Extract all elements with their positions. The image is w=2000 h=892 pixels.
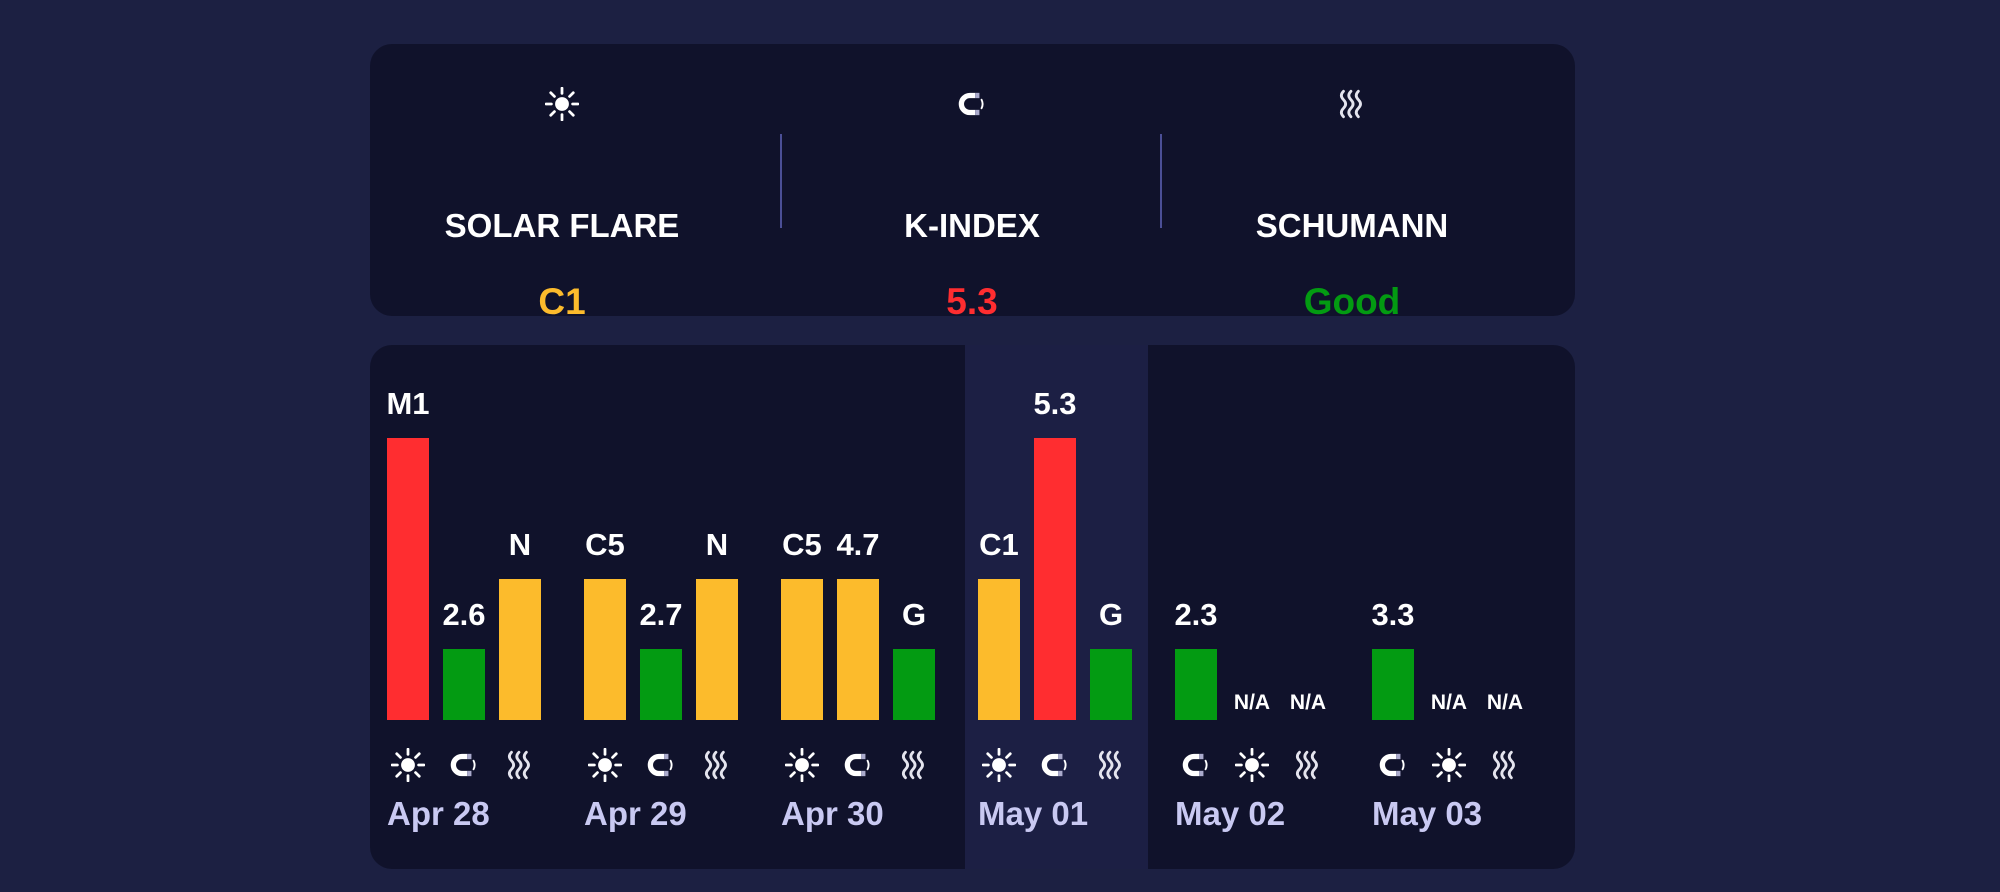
day-date-label[interactable]: May 03 bbox=[1372, 795, 1483, 832]
divider bbox=[1160, 134, 1162, 228]
bar-kindex[interactable] bbox=[837, 579, 879, 720]
bar-kindex[interactable] bbox=[443, 649, 485, 720]
bar-value-label: N bbox=[705, 527, 729, 562]
waves-icon bbox=[1089, 743, 1133, 787]
bar-value-label: C1 bbox=[979, 527, 1019, 562]
bar-value-label: G bbox=[901, 597, 927, 632]
bar-schumann[interactable] bbox=[893, 649, 935, 720]
summary-label: SCHUMANN bbox=[1255, 207, 1449, 244]
sun-icon bbox=[583, 743, 627, 787]
bar-value-label: 5.3 bbox=[1033, 386, 1077, 421]
day-date-label[interactable]: Apr 29 bbox=[584, 795, 687, 832]
magnet-icon bbox=[836, 743, 880, 787]
bar-kindex[interactable] bbox=[1175, 649, 1217, 720]
waves-icon bbox=[498, 743, 542, 787]
summary-value: C1 bbox=[538, 281, 586, 316]
day-date-label[interactable]: May 01 bbox=[978, 795, 1089, 832]
day-date-label[interactable]: Apr 30 bbox=[781, 795, 884, 832]
magnet-icon bbox=[639, 743, 683, 787]
summary-label: K-INDEX bbox=[904, 207, 1040, 244]
history-chart-card: M1 2.6 N Apr 28 C5 2.7 N Apr 29 C5 4.7 G Apr 30 C… bbox=[370, 345, 1575, 869]
bar-value-label: 4.7 bbox=[836, 527, 880, 562]
summary-value: Good bbox=[1303, 281, 1401, 316]
waves-icon bbox=[1162, 82, 1542, 126]
waves-icon bbox=[1483, 743, 1527, 787]
bar-solar[interactable] bbox=[978, 579, 1020, 720]
magnet-icon bbox=[1371, 743, 1415, 787]
bar-value-label: 2.7 bbox=[639, 597, 683, 632]
bar-solar[interactable] bbox=[584, 579, 626, 720]
summary-k-index[interactable]: K-INDEX 5.3 bbox=[782, 44, 1162, 316]
summary-solar-flare[interactable]: SOLAR FLARE C1 bbox=[372, 44, 752, 316]
bar-value-label: C5 bbox=[585, 527, 625, 562]
bar-value-label: N/A bbox=[1289, 691, 1327, 714]
bar-value-label: 3.3 bbox=[1371, 597, 1415, 632]
bar-value-label: G bbox=[1098, 597, 1124, 632]
day-date-label[interactable]: May 02 bbox=[1175, 795, 1286, 832]
sun-icon bbox=[1427, 743, 1471, 787]
waves-icon bbox=[695, 743, 739, 787]
bar-value-label: 2.3 bbox=[1174, 597, 1218, 632]
bar-value-label: N/A bbox=[1486, 691, 1524, 714]
sun-icon bbox=[372, 82, 752, 126]
bar-schumann[interactable] bbox=[1090, 649, 1132, 720]
bar-value-label: N/A bbox=[1233, 691, 1271, 714]
bar-solar[interactable] bbox=[781, 579, 823, 720]
sun-icon bbox=[780, 743, 824, 787]
summary-schumann[interactable]: SCHUMANN Good bbox=[1162, 44, 1542, 316]
bar-schumann[interactable] bbox=[696, 579, 738, 720]
day-date-label[interactable]: Apr 28 bbox=[387, 795, 490, 832]
magnet-icon bbox=[1174, 743, 1218, 787]
bar-value-label: 2.6 bbox=[442, 597, 486, 632]
sun-icon bbox=[1230, 743, 1274, 787]
divider bbox=[780, 134, 782, 228]
bar-solar[interactable] bbox=[387, 438, 429, 720]
bar-kindex[interactable] bbox=[1034, 438, 1076, 720]
summary-label: SOLAR FLARE bbox=[444, 207, 680, 244]
sun-icon bbox=[977, 743, 1021, 787]
magnet-icon bbox=[442, 743, 486, 787]
bar-schumann[interactable] bbox=[499, 579, 541, 720]
bar-value-label: M1 bbox=[386, 386, 430, 421]
sun-icon bbox=[386, 743, 430, 787]
waves-icon bbox=[1286, 743, 1330, 787]
summary-card: SOLAR FLARE C1 K-INDEX 5.3 SCHUMANN Good bbox=[370, 44, 1575, 316]
magnet-icon bbox=[782, 82, 1162, 126]
bar-value-label: C5 bbox=[782, 527, 822, 562]
bar-value-label: N/A bbox=[1430, 691, 1468, 714]
bar-kindex[interactable] bbox=[640, 649, 682, 720]
bar-value-label: N bbox=[508, 527, 532, 562]
bar-kindex[interactable] bbox=[1372, 649, 1414, 720]
summary-value: 5.3 bbox=[946, 281, 998, 316]
magnet-icon bbox=[1033, 743, 1077, 787]
waves-icon bbox=[892, 743, 936, 787]
